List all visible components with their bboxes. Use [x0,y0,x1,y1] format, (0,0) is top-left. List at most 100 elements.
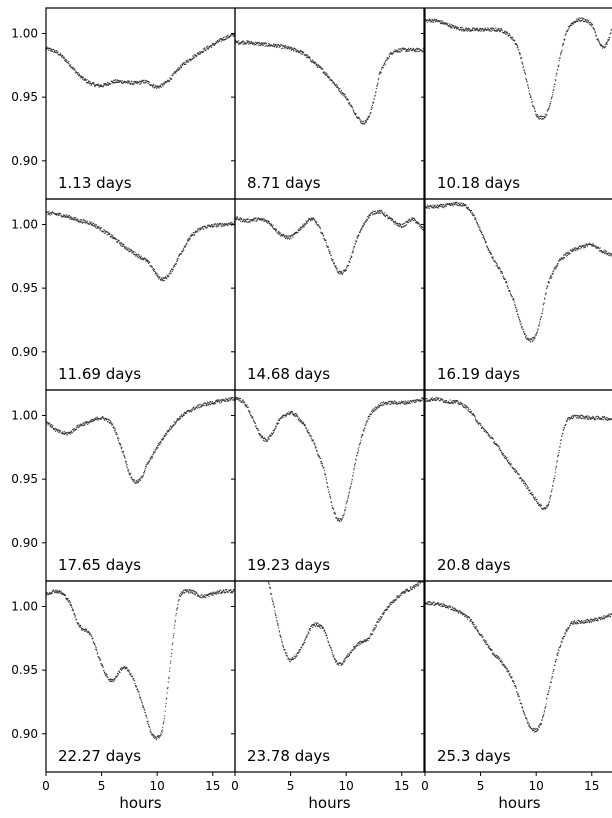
data-point [468,408,469,409]
data-point [169,671,170,672]
data-point [228,592,229,593]
data-point [47,47,48,48]
data-point [378,211,379,212]
data-point [148,721,149,722]
data-point [458,27,459,28]
data-point [312,627,313,628]
data-point [407,221,408,222]
data-point [308,631,309,632]
data-point [103,229,104,230]
data-point [308,633,309,634]
data-point [487,29,488,30]
data-point [187,240,188,241]
data-point [252,416,253,417]
data-point [453,25,454,26]
data-point [222,39,223,40]
data-point [194,593,195,594]
data-point [449,23,450,24]
data-point [184,62,185,63]
data-point [88,632,89,633]
data-point [546,507,547,508]
data-point [381,210,382,211]
data-point [117,242,118,243]
data-point [139,83,140,84]
data-point [157,448,158,449]
data-point [528,88,529,89]
data-point [353,252,354,253]
data-point [490,252,491,253]
data-point [400,226,401,227]
data-point [104,230,105,231]
data-point [146,82,147,83]
data-point [192,410,193,411]
data-point [536,332,537,333]
data-point [355,114,356,115]
data-point [352,249,353,250]
data-point [112,680,113,681]
data-point [488,434,489,435]
data-point [567,419,568,420]
data-point [207,403,208,404]
data-point [533,106,534,107]
data-point [128,471,129,472]
data-point [506,281,507,282]
data-point [285,416,286,417]
data-point [165,435,166,436]
data-point [186,62,187,63]
data-point [523,67,524,68]
data-point [476,220,477,221]
data-point [133,678,134,679]
data-point [205,226,206,227]
data-point [256,217,257,218]
data-point [333,259,334,260]
data-point [128,80,129,81]
data-point [535,497,536,498]
data-point [531,492,532,493]
data-point [209,225,210,226]
data-point [506,457,507,458]
data-point [132,479,133,480]
data-point [56,429,57,430]
data-point [103,231,104,232]
data-point [258,429,259,430]
data-point [404,404,405,405]
data-point [182,592,183,593]
data-point [278,420,279,421]
data-point [346,270,347,271]
data-point [519,52,520,53]
data-point [175,264,176,265]
data-point [353,469,354,470]
data-point [142,81,143,82]
data-point [230,399,231,400]
data-point [194,409,195,410]
data-point [85,221,86,222]
data-point [204,594,205,595]
data-point [512,39,513,40]
data-point [536,501,537,502]
data-point [142,702,143,703]
data-point [150,457,151,458]
data-point [550,101,551,102]
data-point [438,397,439,398]
data-point [175,615,176,616]
data-point [392,401,393,402]
data-point [216,226,217,227]
data-point [591,25,592,26]
data-point [178,600,179,601]
data-point [398,401,399,402]
data-point [240,217,241,218]
data-point [133,481,134,482]
data-point [301,422,302,423]
data-point [500,29,501,30]
data-point [472,212,473,213]
data-point [111,234,112,235]
data-point [68,598,69,599]
data-point [437,205,438,206]
data-point [376,407,377,408]
data-point [62,594,63,595]
data-point [384,212,385,213]
data-point [285,48,286,49]
data-point [218,400,219,401]
data-point [348,493,349,494]
data-point [285,235,286,236]
